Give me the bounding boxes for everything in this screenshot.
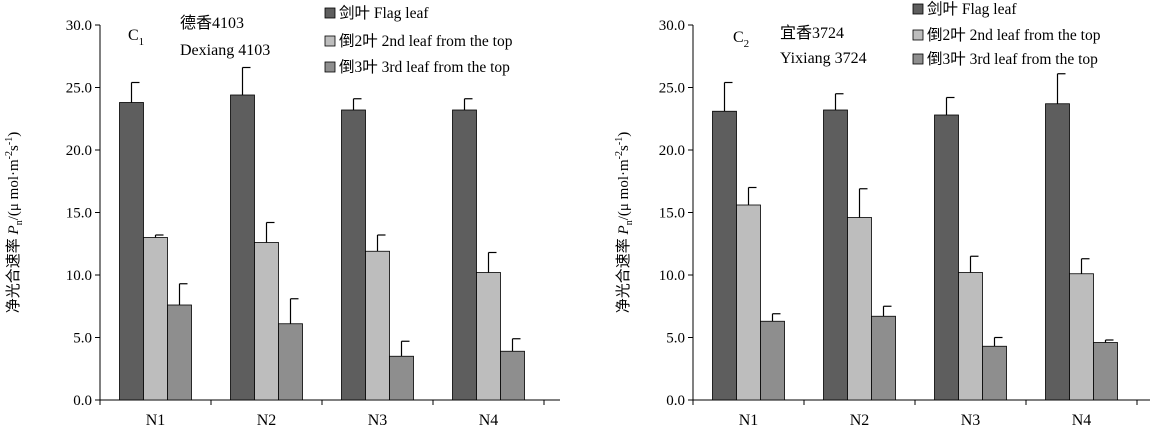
- bar: [143, 237, 168, 401]
- y-tick-label: 15.0: [66, 206, 92, 222]
- y-tick-label: 0.0: [666, 393, 685, 409]
- y-tick-label: 5.0: [73, 331, 92, 347]
- y-axis-label-part: 净光合速率: [5, 234, 22, 313]
- y-tick-label: 20.0: [66, 143, 92, 159]
- legend-label: 倒2叶 2nd leaf from the top: [339, 32, 513, 50]
- y-axis-label: 净光合速率 Pn/(μ mol·m-2s-1): [4, 132, 25, 313]
- y-axis-label-part: n: [14, 220, 25, 225]
- bar: [254, 242, 279, 401]
- y-axis-label-part: 净光合速率: [615, 234, 632, 313]
- bar: [1069, 273, 1094, 401]
- bar: [341, 109, 366, 401]
- bar: [982, 345, 1007, 401]
- bar: [823, 109, 848, 401]
- y-axis-label: 净光合速率 Pn/(μ mol·m-2s-1): [614, 132, 635, 313]
- y-axis-label-part: -1: [614, 137, 625, 145]
- bar: [230, 94, 255, 401]
- x-category-label: N2: [257, 412, 277, 429]
- y-tick-label: 25.0: [66, 81, 92, 97]
- legend-label: 倒2叶 2nd leaf from the top: [927, 26, 1101, 44]
- y-tick-label: 30.0: [66, 18, 92, 34]
- y-axis-label-part: P: [616, 225, 632, 235]
- y-tick-label: 20.0: [659, 143, 685, 159]
- y-axis-label-part: s: [6, 145, 22, 151]
- legend-swatch: [324, 7, 336, 19]
- y-tick-label: 25.0: [659, 81, 685, 97]
- variety-name-en: Yixiang 3724: [780, 50, 867, 67]
- bar: [119, 102, 144, 401]
- y-axis-label-part: -1: [4, 137, 15, 145]
- bar: [476, 272, 501, 401]
- legend-label: 剑叶 Flag leaf: [339, 4, 429, 22]
- bar: [736, 204, 761, 401]
- panel-label-subscript: 1: [139, 36, 145, 48]
- chart-panel-2: 0.0 5.0 10.0 15.0 20.0 25.0 30.0 N1 N2 N3 N4 剑叶 Fla…: [614, 0, 1150, 429]
- y-tick-label: 30.0: [659, 18, 685, 34]
- bar: [958, 272, 983, 401]
- bar: [389, 355, 414, 401]
- bar: [712, 110, 737, 401]
- legend-label: 剑叶 Flag leaf: [927, 0, 1017, 18]
- variety-name-cn: 宜香3724: [780, 24, 844, 42]
- bar: [365, 250, 390, 401]
- panel-label: C1: [128, 27, 144, 48]
- y-axis-label-part: n: [624, 220, 635, 225]
- variety-name-en: Dexiang 4103: [180, 42, 270, 59]
- legend-swatch: [912, 29, 924, 41]
- y-tick-label: 10.0: [66, 268, 92, 284]
- x-category-label: N4: [1072, 412, 1092, 429]
- legend-label: 倒3叶 3rd leaf from the top: [927, 50, 1098, 68]
- variety-name-cn: 德香4103: [180, 14, 244, 32]
- bar: [934, 114, 959, 401]
- bar: [1093, 342, 1118, 401]
- legend-swatch: [324, 35, 336, 47]
- y-axis-label-part: -2: [614, 151, 625, 159]
- legend-swatch: [324, 61, 336, 73]
- y-tick-label: 10.0: [659, 268, 685, 284]
- bar: [760, 320, 785, 401]
- y-tick-label: 15.0: [659, 206, 685, 222]
- x-category-label: N3: [961, 412, 981, 429]
- y-axis-label-part: /(μ mol·m: [6, 159, 22, 220]
- x-category-label: N1: [739, 412, 759, 429]
- y-tick-label: 5.0: [666, 331, 685, 347]
- bar: [1045, 103, 1070, 401]
- bar: [500, 350, 525, 401]
- chart-panel-1: 0.0 5.0 10.0 15.0 20.0 25.0 30.0 N1 N2 N3 N4 剑叶 Fla…: [4, 4, 560, 429]
- x-category-label: N3: [368, 412, 388, 429]
- legend-swatch: [912, 3, 924, 15]
- legend-label: 倒3叶 3rd leaf from the top: [339, 58, 510, 76]
- panel-label-subscript: 2: [744, 38, 750, 50]
- bar: [847, 217, 872, 401]
- x-category-label: N2: [850, 412, 870, 429]
- y-axis-label-part: P: [6, 225, 22, 235]
- panel-label-letter: C: [128, 27, 139, 44]
- y-axis-label-part: s: [616, 145, 632, 151]
- y-axis-label-part: ): [6, 132, 22, 137]
- y-axis-label-part: -2: [4, 151, 15, 159]
- y-tick-label: 0.0: [73, 393, 92, 409]
- panel-label: C2: [733, 29, 749, 50]
- x-category-label: N1: [146, 412, 166, 429]
- bar: [167, 304, 192, 401]
- y-axis-label-part: ): [616, 132, 632, 137]
- bar: [452, 109, 477, 401]
- y-axis-label-part: /(μ mol·m: [616, 159, 632, 220]
- bar: [871, 315, 896, 401]
- legend-swatch: [912, 53, 924, 65]
- x-category-label: N4: [479, 412, 499, 429]
- panel-label-letter: C: [733, 29, 744, 46]
- bar: [278, 323, 303, 401]
